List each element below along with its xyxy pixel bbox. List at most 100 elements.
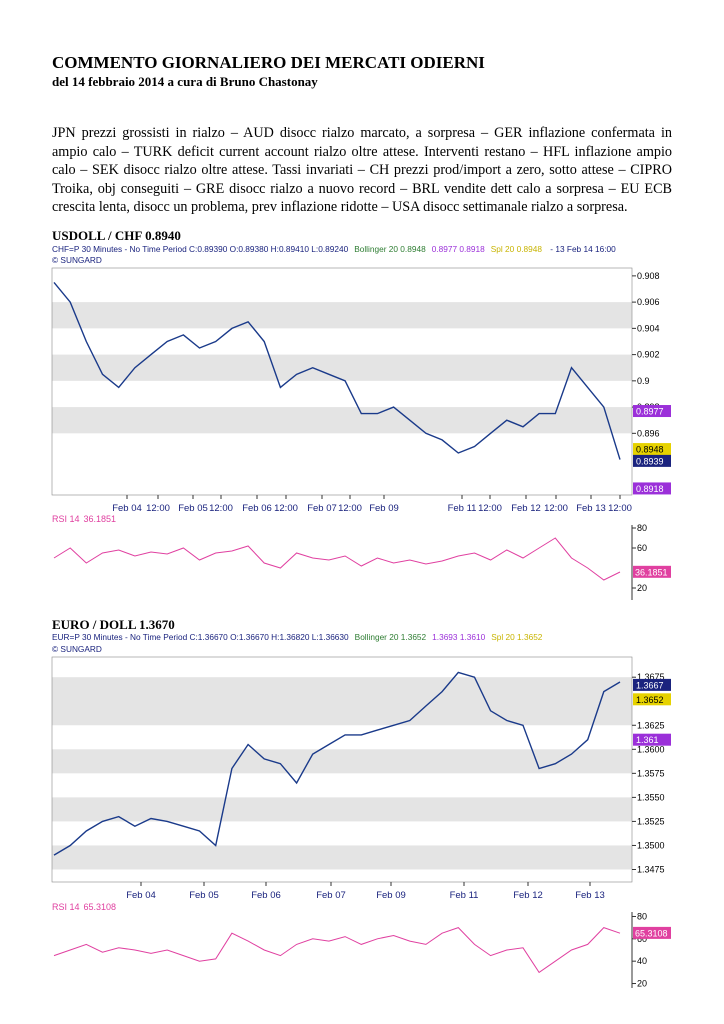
x-tick-label: 12:00 bbox=[146, 503, 170, 514]
rsi-tick-label: 80 bbox=[637, 523, 647, 533]
body-text: JPN prezzi grossisti in rialzo – AUD dis… bbox=[52, 125, 672, 215]
chart-title: USDOLL / CHF 0.8940 bbox=[52, 228, 181, 243]
rsi-line bbox=[53, 537, 621, 581]
rsi-current-label: 65.3108 bbox=[635, 928, 668, 938]
title: COMMENTO GIORNALIERO DEI MERCATI ODIERNI bbox=[52, 53, 485, 72]
price-label: 1.3667 bbox=[636, 680, 664, 690]
rsi-tick-label: 40 bbox=[637, 956, 647, 966]
x-tick-label: Feb 04 bbox=[126, 890, 156, 901]
x-tick-label: Feb 11 bbox=[450, 890, 479, 901]
x-tick-label: Feb 04 bbox=[112, 503, 142, 514]
rsi-header: RSI 14 65.3108 bbox=[52, 902, 116, 912]
rsi-line bbox=[53, 927, 621, 974]
price-label-box bbox=[633, 693, 671, 706]
source: © SUNGARD bbox=[52, 255, 102, 265]
rsi-label: RSI 14 bbox=[52, 514, 80, 524]
price-line bbox=[53, 671, 621, 856]
price-label-box bbox=[633, 482, 671, 495]
chart-title: EURO / DOLL 1.3670 bbox=[52, 617, 175, 632]
y-tick-label: 1.3625 bbox=[637, 720, 665, 730]
price-label-box bbox=[633, 678, 671, 691]
x-tick-label: Feb 07 bbox=[316, 890, 346, 901]
info-segment: 0.8977 0.8918 bbox=[432, 244, 485, 254]
rsi-current: 36.1851 bbox=[84, 514, 117, 524]
x-tick-label: Feb 05 bbox=[189, 890, 219, 901]
y-tick-label: 0.9 bbox=[637, 376, 650, 386]
band bbox=[52, 302, 632, 329]
y-tick-label: 0.904 bbox=[637, 323, 660, 333]
info-segment: EUR=P 30 Minutes - No Time Period C:1.36… bbox=[52, 632, 349, 642]
plot-frame bbox=[51, 267, 633, 496]
x-tick-label: Feb 05 bbox=[178, 503, 208, 514]
info-segment: Spl 20 0.8948 bbox=[491, 244, 543, 254]
rsi-current-box bbox=[633, 565, 671, 578]
y-tick-label: 1.3550 bbox=[637, 792, 665, 802]
band bbox=[52, 354, 632, 381]
subtitle: del 14 febbraio 2014 a cura di Bruno Cha… bbox=[52, 74, 318, 89]
band bbox=[52, 677, 632, 726]
chart-info: CHF=P 30 Minutes - No Time Period C:0.89… bbox=[52, 244, 616, 254]
price-label-box bbox=[633, 733, 671, 746]
band bbox=[52, 845, 632, 870]
price-label: 0.8948 bbox=[636, 445, 664, 455]
rsi-label: RSI 14 bbox=[52, 902, 80, 912]
x-tick-label: 12:00 bbox=[544, 503, 568, 514]
y-tick-label: 1.3475 bbox=[637, 865, 665, 875]
band bbox=[52, 749, 632, 774]
source: © SUNGARD bbox=[52, 644, 102, 654]
y-tick-label: 0.902 bbox=[637, 350, 660, 360]
rsi-current: 65.3108 bbox=[84, 902, 117, 912]
chart-info: EUR=P 30 Minutes - No Time Period C:1.36… bbox=[52, 632, 543, 642]
info-segment: - 13 Feb 14 16:00 bbox=[548, 244, 616, 254]
rsi-current-box bbox=[633, 926, 671, 939]
y-tick-label: 0.896 bbox=[637, 428, 660, 438]
price-label: 1.3652 bbox=[636, 695, 664, 705]
x-tick-label: 12:00 bbox=[478, 503, 502, 514]
x-tick-label: 12:00 bbox=[338, 503, 362, 514]
x-tick-label: Feb 09 bbox=[369, 503, 399, 514]
x-tick-label: Feb 12 bbox=[511, 503, 541, 514]
info-segment: Bollinger 20 1.3652 bbox=[355, 632, 427, 642]
price-label-box bbox=[633, 443, 671, 456]
y-tick-label: 1.3675 bbox=[637, 672, 665, 682]
price-label-box bbox=[633, 405, 671, 418]
x-tick-label: 12:00 bbox=[608, 503, 632, 514]
x-tick-label: Feb 06 bbox=[251, 890, 281, 901]
price-line bbox=[53, 281, 621, 460]
x-tick-label: 12:00 bbox=[274, 503, 298, 514]
band bbox=[52, 407, 632, 434]
plot-frame bbox=[51, 656, 633, 883]
info-segment: Spl 20 1.3652 bbox=[491, 632, 543, 642]
x-tick-label: Feb 13 bbox=[576, 503, 606, 514]
y-tick-label: 1.3500 bbox=[637, 840, 665, 850]
y-tick-label: 1.3575 bbox=[637, 768, 665, 778]
y-tick-label: 0.908 bbox=[637, 271, 660, 281]
y-tick-label: 1.3525 bbox=[637, 816, 665, 826]
x-tick-label: Feb 06 bbox=[242, 503, 272, 514]
price-label: 1.361 bbox=[636, 735, 659, 745]
price-label: 0.8918 bbox=[636, 484, 664, 494]
y-tick-label: 1.3600 bbox=[637, 744, 665, 754]
band bbox=[52, 797, 632, 822]
x-tick-label: Feb 13 bbox=[575, 890, 605, 901]
info-segment: CHF=P 30 Minutes - No Time Period C:0.89… bbox=[52, 244, 349, 254]
price-label-box bbox=[633, 454, 671, 467]
x-tick-label: Feb 09 bbox=[376, 890, 406, 901]
rsi-header: RSI 14 36.1851 bbox=[52, 514, 116, 524]
price-label: 0.8939 bbox=[636, 456, 664, 466]
y-tick-label: 0.906 bbox=[637, 297, 660, 307]
price-label: 0.8977 bbox=[636, 407, 664, 417]
x-tick-label: Feb 07 bbox=[307, 503, 337, 514]
rsi-tick-label: 20 bbox=[637, 583, 647, 593]
rsi-current-label: 36.1851 bbox=[635, 567, 668, 577]
x-tick-label: Feb 11 bbox=[448, 503, 477, 514]
x-tick-label: Feb 12 bbox=[513, 890, 543, 901]
rsi-tick-label: 20 bbox=[637, 979, 647, 989]
rsi-tick-label: 60 bbox=[637, 543, 647, 553]
rsi-tick-label: 80 bbox=[637, 911, 647, 921]
info-segment: Bollinger 20 0.8948 bbox=[354, 244, 426, 254]
info-segment: 1.3693 1.3610 bbox=[432, 632, 485, 642]
x-tick-label: 12:00 bbox=[209, 503, 233, 514]
